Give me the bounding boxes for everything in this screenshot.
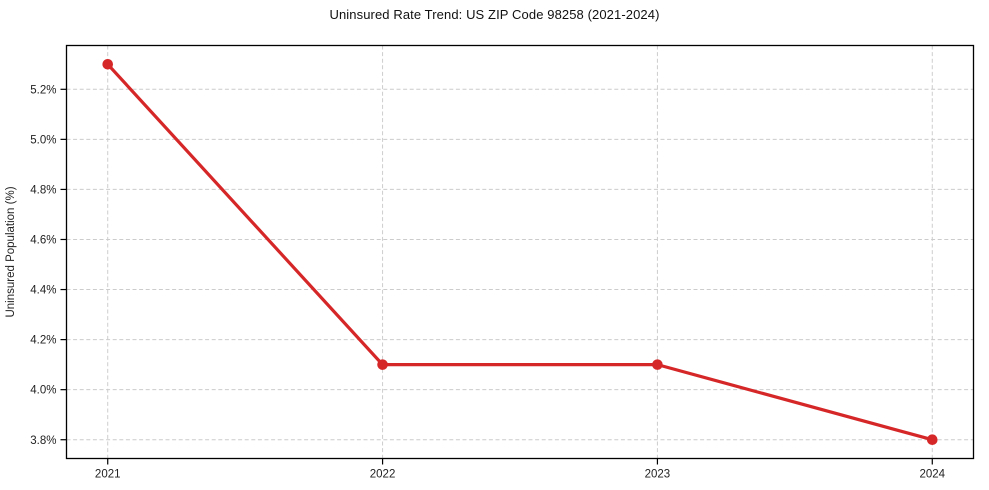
data-point-marker	[377, 359, 388, 370]
plot-border	[65, 44, 975, 460]
x-tick-label: 2021	[95, 469, 121, 481]
trend-line	[106, 62, 934, 442]
x-tick-label: 2022	[370, 469, 396, 481]
x-tick-label: 2024	[919, 469, 945, 481]
y-tick-label: 3.8%	[30, 435, 56, 447]
data-point-marker	[652, 359, 663, 370]
x-tick-label: 2023	[645, 469, 671, 481]
y-tick-label: 4.6%	[30, 235, 56, 247]
data-point-marker	[102, 58, 114, 70]
chart-title: Uninsured Rate Trend: US ZIP Code 98258 …	[329, 7, 660, 22]
y-tick-label: 4.2%	[30, 335, 56, 347]
y-tick-label: 4.0%	[30, 385, 56, 397]
y-tick-label: 4.4%	[30, 285, 56, 297]
y-tick-label: 5.0%	[30, 134, 56, 146]
tick-layer: 3.8% 4.0% 4.2% 4.4% 4.6% 4.8% 5.0% 5.2% 2021 2022…	[30, 84, 945, 480]
grid-layer	[66, 45, 974, 459]
data-series-layer	[102, 58, 938, 446]
y-axis-label: Uninsured Population (%)	[5, 186, 17, 317]
y-tick-label: 5.2%	[30, 84, 56, 96]
data-point-marker	[926, 434, 938, 446]
y-tick-label: 4.8%	[30, 184, 56, 196]
